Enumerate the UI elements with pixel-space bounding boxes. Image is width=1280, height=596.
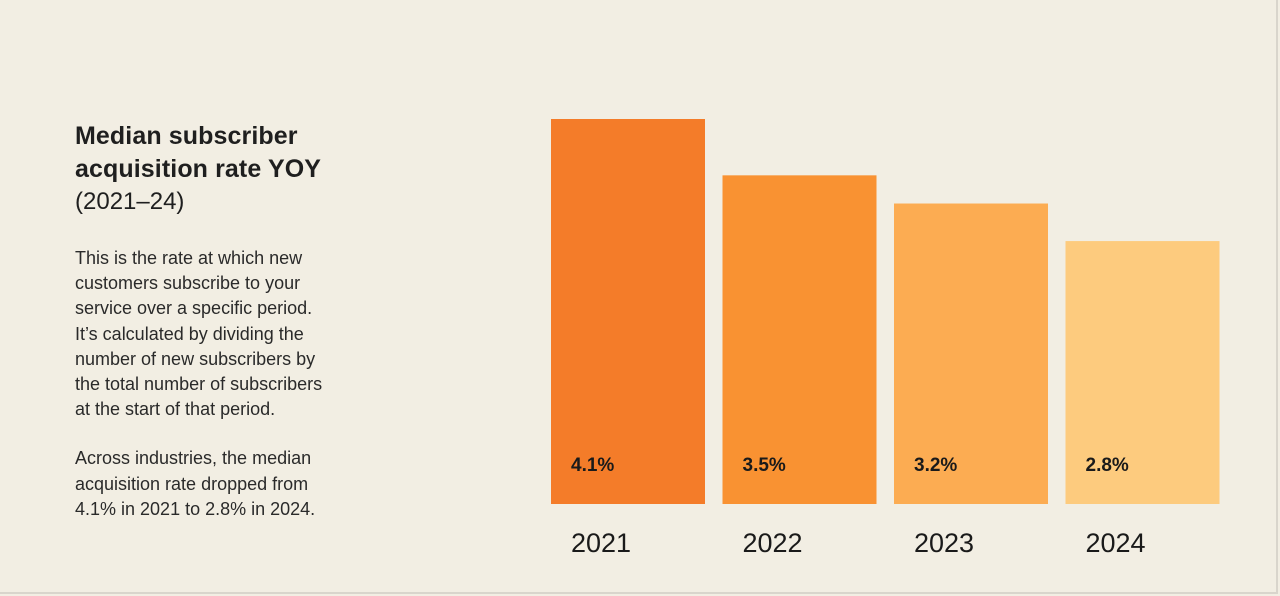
description-line: number of new subscribers by (75, 348, 316, 369)
description-line: customers subscribe to your (75, 273, 301, 294)
data-label-2021: 4.1% (571, 455, 614, 476)
description-line: the total number of subscribers (75, 374, 323, 395)
description-line: It’s calculated by dividing the (75, 323, 304, 344)
text-panel: Median subscriber acquisition rate YOY (… (75, 120, 405, 546)
summary-line: acquisition rate dropped from (75, 473, 309, 494)
summary-paragraph: Across industries, the median acquisitio… (75, 446, 405, 522)
summary-line: 4.1% in 2021 to 2.8% in 2024. (75, 498, 316, 519)
description-line: at the start of that period. (75, 399, 276, 420)
data-label-2022: 3.5% (743, 455, 786, 476)
bar-2023 (894, 203, 1048, 504)
title-line-2: acquisition rate YOY (75, 155, 322, 183)
x-tick-label-2023: 2023 (914, 528, 974, 558)
bar-2024 (1065, 241, 1220, 504)
x-tick-label-2022: 2022 (743, 528, 803, 558)
description-line: service over a specific period. (75, 298, 313, 319)
title-line-1: Median subscriber (75, 122, 298, 150)
description-line: This is the rate at which new (75, 248, 303, 268)
summary-line: Across industries, the median (75, 448, 312, 469)
x-tick-label-2021: 2021 (571, 528, 631, 558)
x-tick-label-2024: 2024 (1086, 528, 1146, 558)
description-paragraph: This is the rate at which new customers … (75, 246, 405, 422)
chart-title: Median subscriber acquisition rate YOY (75, 120, 405, 186)
chart-subtitle: (2021–24) (75, 188, 185, 215)
data-label-2024: 2.8% (1086, 455, 1129, 476)
bar-2022 (722, 175, 877, 504)
bar-2021 (551, 119, 705, 504)
data-label-2023: 3.2% (914, 455, 957, 476)
